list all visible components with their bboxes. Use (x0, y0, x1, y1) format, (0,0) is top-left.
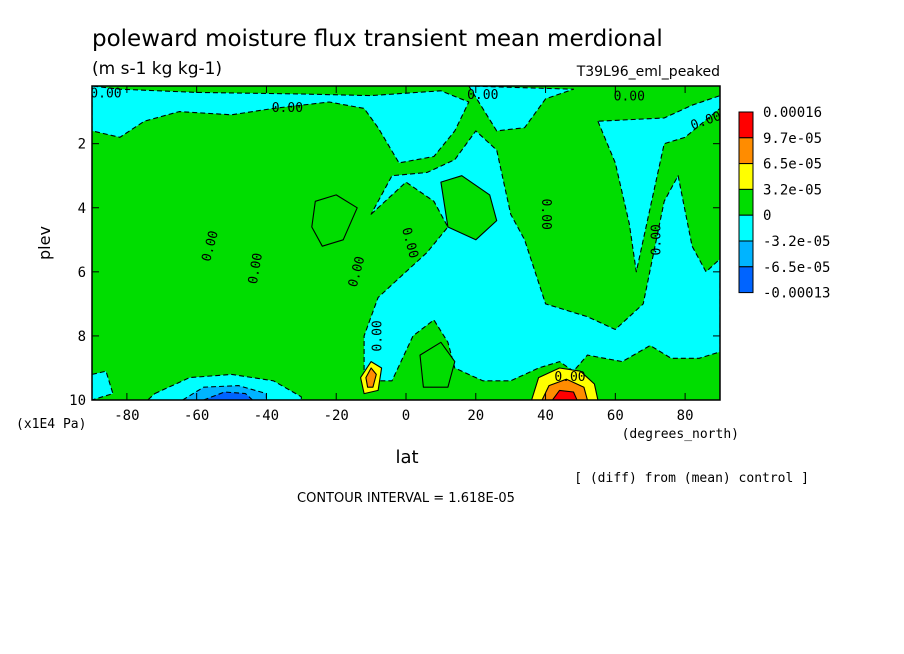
contour-region-pos4 (551, 389, 578, 400)
colorbar-swatch (738, 163, 754, 190)
contour-region-pos1 (440, 175, 498, 241)
y-tick-label: 2 (78, 137, 86, 153)
chart-units: (m s-1 kg kg-1) (92, 59, 222, 79)
colorbar-swatch (738, 137, 754, 165)
x-tick-label: -80 (114, 408, 139, 424)
contour-label: 0.00 (371, 320, 386, 351)
y-axis-unit: (x1E4 Pa) (16, 417, 86, 432)
y-tick-label: 10 (69, 393, 86, 409)
x-tick-label: -20 (324, 408, 349, 424)
contour-region-neg1 (468, 86, 575, 132)
contour-fill-layer (92, 86, 720, 400)
colorbar-label: -6.5e-05 (763, 260, 830, 276)
contour-label: 0.00 (90, 87, 121, 102)
colorbar-label: 3.2e-05 (763, 182, 822, 198)
colorbar-swatch (738, 240, 754, 268)
colorbar-label: 9.7e-05 (763, 131, 822, 147)
x-axis-label: lat (395, 447, 418, 468)
colorbar-label: -0.00013 (763, 286, 830, 302)
y-axis-label: plev (35, 226, 54, 260)
colorbar-swatch (738, 266, 754, 294)
x-tick-label: 0 (402, 408, 410, 424)
x-tick-label: 80 (677, 408, 694, 424)
colorbar-label: 0 (763, 208, 771, 224)
x-tick-label: 20 (467, 408, 484, 424)
x-tick-label: 60 (607, 408, 624, 424)
x-axis-unit: (degrees_north) (622, 427, 739, 442)
colorbar-label: 0.00016 (763, 105, 822, 121)
run-label: T39L96_eml_peaked (576, 64, 720, 80)
colorbar: 0.00016 9.7e-05 6.5e-05 3.2e-05 0 -3.2e-05 -6.… (738, 105, 830, 302)
colorbar-label: -3.2e-05 (763, 234, 830, 250)
y-tick-label: 4 (78, 201, 86, 217)
contour-label-layer: 0.000.000.00 0.000.000.000.00 0.000.000.00… (90, 87, 720, 386)
y-axis: 2 4 6 8 10 (69, 137, 720, 409)
contour-label: 0.00 (614, 90, 645, 105)
y-tick-label: 8 (78, 329, 86, 345)
y-tick-label: 6 (78, 265, 86, 281)
x-tick-label: 40 (537, 408, 554, 424)
colorbar-swatch (738, 111, 754, 139)
x-tick-label: -60 (184, 408, 209, 424)
x-axis: -80 -60 -40 -20 0 20 40 60 80 (114, 86, 694, 424)
contour-region-pos1 (311, 194, 358, 247)
contour-label: 0.00 (467, 88, 498, 103)
chart-title: poleward moisture flux transient mean me… (92, 26, 663, 52)
contour-label: 0.00 (554, 370, 585, 385)
colorbar-swatch (738, 214, 754, 242)
contour-interval: CONTOUR INTERVAL = 1.618E-05 (297, 491, 515, 506)
footnote: [ (diff) from (mean) control ] (574, 471, 809, 486)
contour-region-neg1 (92, 370, 114, 400)
colorbar-label: 6.5e-05 (763, 157, 822, 173)
x-tick-label: -40 (254, 408, 279, 424)
contour-label: 0.00 (272, 101, 303, 116)
colorbar-swatch (738, 188, 754, 216)
contour-region-pos3 (365, 367, 377, 388)
contour-label: 0.00 (650, 224, 665, 255)
contour-region-neg3 (203, 391, 254, 400)
contour-region-pos3 (541, 378, 588, 400)
contour-region-neg1 (597, 95, 720, 273)
contour-label: 0.00 (538, 199, 553, 230)
contour-region-neg1 (92, 86, 470, 164)
contour-region-pos1 (419, 341, 456, 388)
contour-label: 0.00 (246, 252, 266, 285)
